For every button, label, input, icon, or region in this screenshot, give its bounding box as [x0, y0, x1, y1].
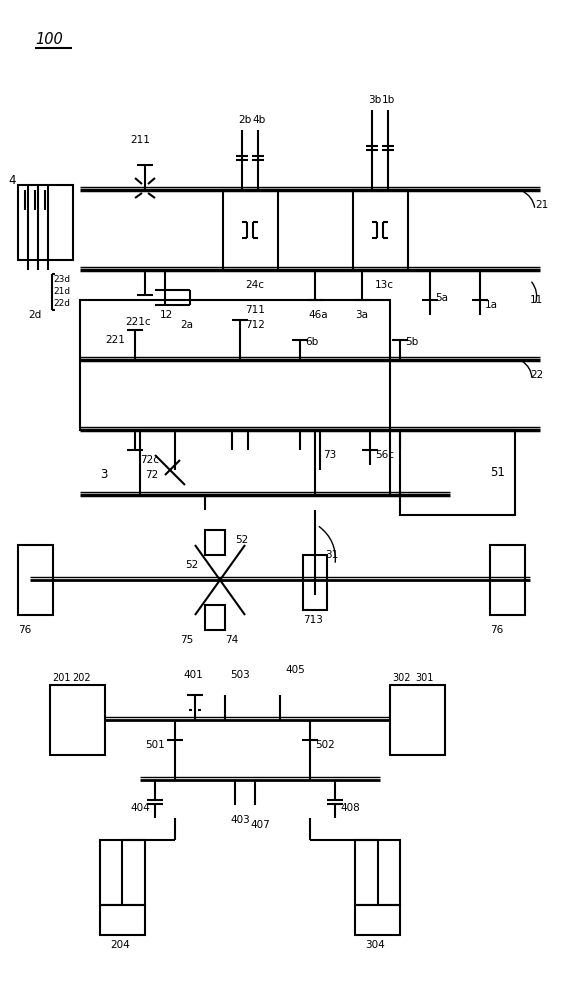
Text: 404: 404 — [130, 803, 150, 813]
Text: 403: 403 — [230, 815, 250, 825]
Text: 211: 211 — [130, 135, 150, 145]
Bar — [355, 840, 400, 905]
Text: 405: 405 — [285, 665, 305, 675]
Bar — [355, 905, 400, 935]
Bar — [223, 190, 278, 270]
Text: 75: 75 — [180, 635, 193, 645]
Text: 302: 302 — [392, 673, 410, 683]
Text: 2a: 2a — [180, 320, 193, 330]
Text: 1a: 1a — [485, 300, 498, 310]
Text: 221: 221 — [105, 335, 125, 345]
Text: 407: 407 — [250, 820, 270, 830]
Text: 3a: 3a — [355, 310, 368, 320]
Text: 21: 21 — [535, 200, 548, 210]
Bar — [80, 300, 390, 430]
Text: 76: 76 — [490, 625, 503, 635]
Text: 301: 301 — [415, 673, 433, 683]
Text: 202: 202 — [72, 673, 91, 683]
Text: 204: 204 — [110, 940, 130, 950]
Bar — [390, 685, 445, 755]
Text: 23d: 23d — [53, 275, 70, 284]
Text: 72c: 72c — [140, 455, 159, 465]
Text: 2d: 2d — [28, 310, 41, 320]
Text: 5b: 5b — [405, 337, 418, 347]
Text: 712: 712 — [245, 320, 265, 330]
Text: 56c: 56c — [375, 450, 394, 460]
Text: 11: 11 — [530, 295, 543, 305]
Text: 31: 31 — [325, 550, 338, 560]
Text: 74: 74 — [225, 635, 238, 645]
Text: 51: 51 — [490, 466, 505, 479]
Text: 100: 100 — [35, 32, 63, 47]
Bar — [18, 545, 53, 615]
Text: 22d: 22d — [53, 300, 70, 308]
Text: 304: 304 — [365, 940, 385, 950]
Text: 201: 201 — [52, 673, 71, 683]
Text: 76: 76 — [18, 625, 31, 635]
Text: 52: 52 — [185, 560, 198, 570]
Text: 3b: 3b — [368, 95, 381, 105]
Bar — [205, 605, 225, 630]
Text: 503: 503 — [230, 670, 250, 680]
Text: 13c: 13c — [375, 280, 394, 290]
Text: 401: 401 — [183, 670, 203, 680]
Bar — [490, 545, 525, 615]
Bar — [100, 905, 145, 935]
Text: 502: 502 — [315, 740, 335, 750]
Bar — [400, 430, 515, 515]
Text: 408: 408 — [340, 803, 360, 813]
Text: 713: 713 — [303, 615, 323, 625]
Bar — [50, 685, 105, 755]
Text: 5a: 5a — [435, 293, 448, 303]
Text: 711: 711 — [245, 305, 265, 315]
Text: 72: 72 — [145, 470, 158, 480]
Bar — [303, 555, 327, 610]
Bar — [140, 430, 390, 495]
Bar — [205, 530, 225, 555]
Text: 22: 22 — [530, 370, 543, 380]
Text: 46a: 46a — [308, 310, 328, 320]
Bar — [353, 190, 408, 270]
Text: 501: 501 — [145, 740, 165, 750]
Text: 2b: 2b — [238, 115, 251, 125]
Bar — [100, 840, 145, 905]
Text: 52: 52 — [235, 535, 248, 545]
Text: 73: 73 — [323, 450, 336, 460]
Text: 12: 12 — [160, 310, 173, 320]
Text: 4b: 4b — [252, 115, 265, 125]
Text: 6b: 6b — [305, 337, 318, 347]
Text: 24c: 24c — [245, 280, 264, 290]
Bar — [18, 185, 73, 260]
Text: 21d: 21d — [53, 288, 70, 296]
Text: 221c: 221c — [125, 317, 150, 327]
Text: 4: 4 — [8, 174, 15, 186]
Text: 1b: 1b — [382, 95, 395, 105]
Text: 3: 3 — [100, 468, 107, 482]
